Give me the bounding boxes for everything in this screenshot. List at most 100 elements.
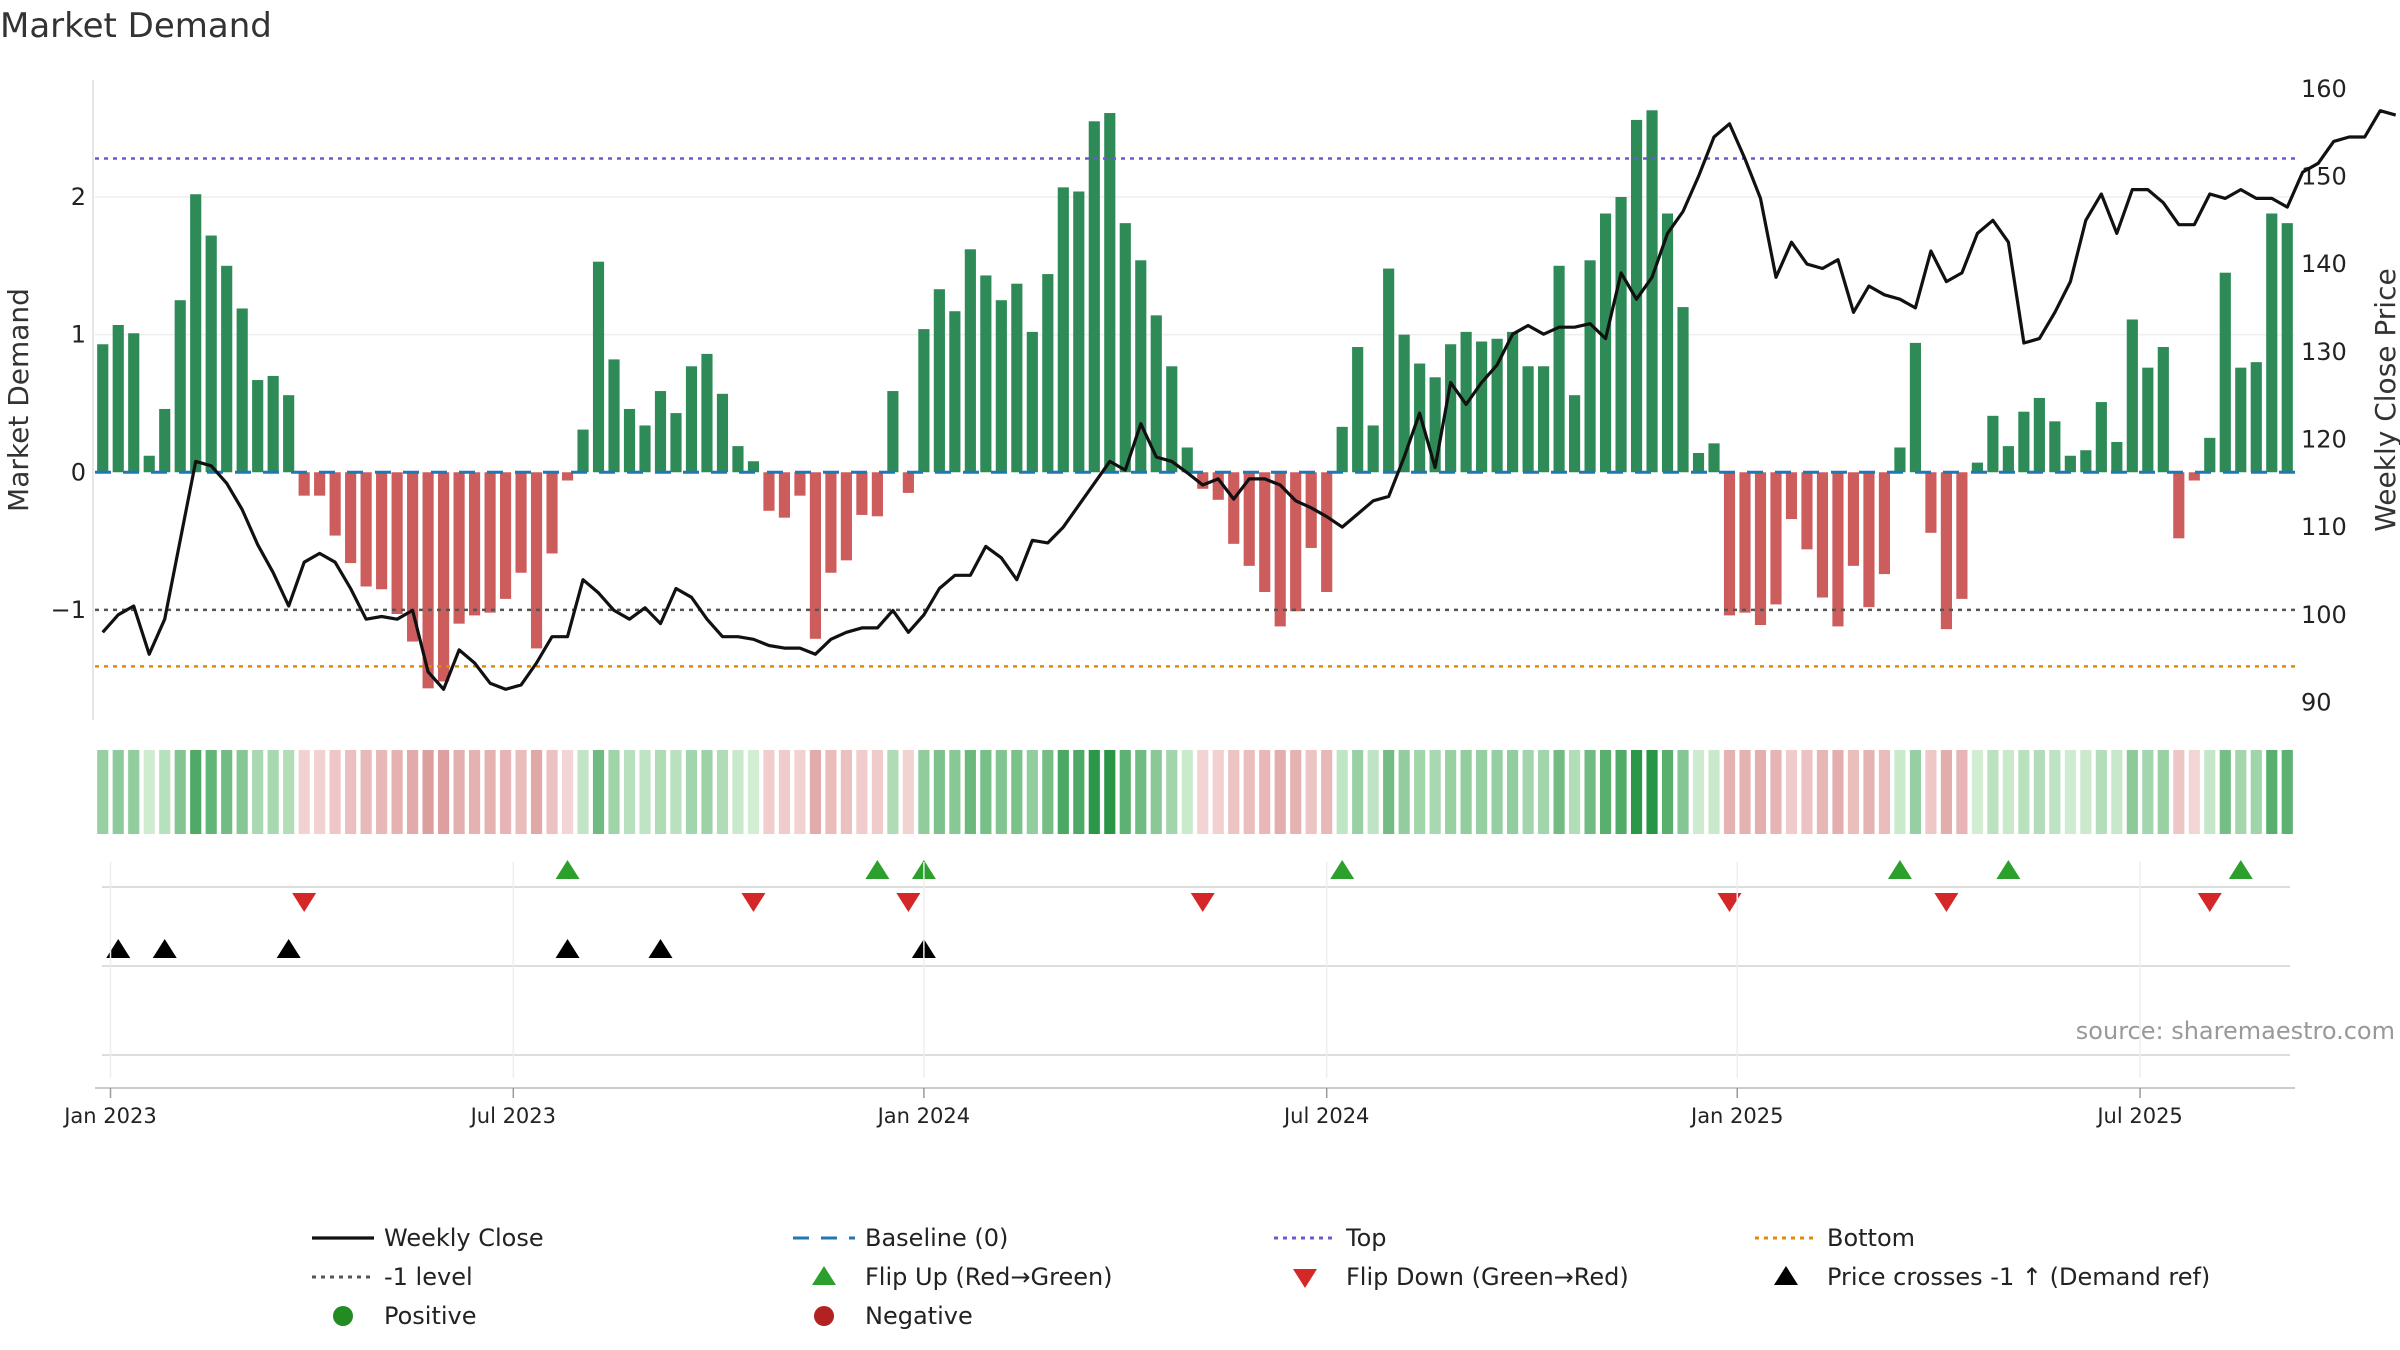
demand-bar [1925, 472, 1937, 533]
demand-bar [747, 461, 760, 473]
heat-cell [112, 750, 124, 834]
demand-bar [1166, 366, 1178, 473]
heat-cell [1909, 750, 1921, 834]
left-tick-label: 1 [71, 321, 86, 349]
heat-cell [252, 750, 264, 834]
flip-up-marker [1330, 860, 1355, 879]
x-tick-label: Jul 2025 [2095, 1104, 2182, 1128]
legend: Weekly Close Baseline (0) Top Bottom -1 leve… [312, 1224, 2210, 1330]
demand-bar [2266, 213, 2278, 473]
right-tick-label: 100 [2301, 601, 2347, 629]
demand-bar [2126, 319, 2138, 473]
heat-cell [1785, 750, 1798, 834]
heat-cell [949, 750, 961, 834]
demand-bar [1491, 338, 1503, 473]
demand-bar [515, 472, 527, 573]
legend-label: Price crosses -1 ↑ (Demand ref) [1827, 1263, 2210, 1291]
heat-cell [1197, 750, 1209, 834]
flip-down-marker [1934, 893, 1959, 912]
demand-bar [345, 472, 357, 564]
demand-bar [1104, 113, 1116, 473]
heat-cell [933, 750, 945, 834]
reference-lines [95, 157, 2295, 668]
heat-cell [159, 750, 171, 834]
demand-bar [918, 329, 930, 473]
legend-label: Baseline (0) [865, 1224, 1008, 1252]
heat-cell [1321, 750, 1333, 834]
heat-cell [1816, 750, 1829, 834]
demand-bar [995, 300, 1007, 473]
grid [95, 196, 2295, 336]
heat-cell [1228, 750, 1240, 834]
heat-cell [1181, 750, 1193, 834]
demand-bar [1305, 472, 1317, 548]
heat-cell [1569, 750, 1581, 834]
heat-cell [2219, 750, 2231, 834]
heat-cell [1429, 750, 1441, 834]
demand-bar [1352, 347, 1364, 473]
left-axis-label: Market Demand [2, 288, 35, 512]
x-tick-label: Jul 2023 [469, 1104, 556, 1128]
demand-bar [1073, 191, 1085, 473]
legend-swatch [814, 1306, 834, 1326]
heat-cell [1538, 750, 1550, 834]
heat-cell [1940, 750, 1952, 834]
heat-cell [2049, 750, 2061, 834]
demand-bar [1971, 462, 1983, 473]
heat-cell [1584, 750, 1596, 834]
heat-cell [515, 750, 527, 834]
demand-bar [2064, 455, 2076, 473]
heat-cell [1723, 750, 1736, 834]
flip-down-marker [2197, 893, 2222, 912]
legend-swatch [1293, 1269, 1317, 1288]
demand-bar [1863, 472, 1875, 608]
legend-dot-icon [814, 1306, 834, 1326]
heat-cell [1042, 750, 1054, 834]
demand-bar [1383, 268, 1395, 473]
demand-bar [1243, 472, 1255, 566]
demand-bar [2080, 450, 2092, 473]
demand-bar [1708, 443, 1720, 473]
demand-bar [964, 249, 976, 473]
demand-bar [1367, 425, 1379, 473]
demand-bar [1770, 472, 1782, 605]
heat-cell [840, 750, 852, 834]
demand-bar [1522, 366, 1534, 473]
heat-cell [2266, 750, 2278, 834]
demand-bar [623, 408, 636, 473]
demand-bar [499, 472, 512, 599]
demand-bar [701, 353, 713, 473]
demand-bar [1677, 307, 1689, 473]
x-axis: Jan 2023 Jul 2023 Jan 2024 Jul 2024 Jan 2025… [62, 862, 2295, 1128]
heat-cell [1522, 750, 1534, 834]
demand-bar [1692, 452, 1705, 473]
demand-bar [438, 472, 450, 682]
right-tick-label: 120 [2301, 425, 2347, 453]
x-tick-label: Jan 2024 [876, 1104, 971, 1128]
heat-cell [2235, 750, 2247, 834]
demand-bars [97, 110, 2293, 689]
demand-bar [190, 194, 202, 473]
heat-cell [2002, 750, 2014, 834]
demand-bar [2002, 446, 2014, 473]
heat-cell [1739, 750, 1751, 834]
demand-bar [1584, 260, 1596, 473]
demand-bar [2188, 472, 2200, 481]
demand-bar [360, 472, 372, 587]
demand-bar [1259, 472, 1271, 592]
demand-bar [1723, 472, 1736, 616]
heat-cell [2281, 750, 2293, 834]
heat-cell [360, 750, 372, 834]
heat-cell [1073, 750, 1085, 834]
heat-cell [1630, 750, 1643, 834]
heat-cell [1026, 750, 1038, 834]
heat-cell [1088, 750, 1100, 834]
legend-triangle-up-icon [812, 1266, 836, 1285]
heat-cell [1476, 750, 1488, 834]
demand-bar [2033, 397, 2045, 473]
heat-cell [1011, 750, 1023, 834]
demand-bar [329, 472, 341, 536]
heat-cell [1259, 750, 1271, 834]
heat-cell [2064, 750, 2076, 834]
demand-bar [825, 472, 837, 573]
